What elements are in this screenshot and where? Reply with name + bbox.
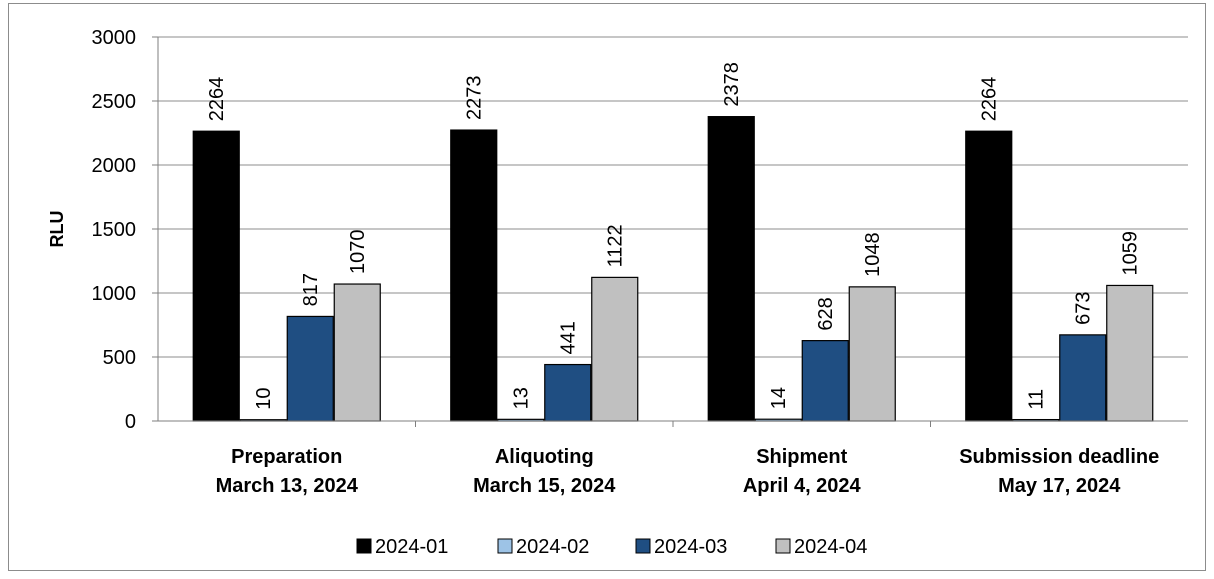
category-label: Shipment <box>756 446 847 468</box>
legend-swatch-2024-01 <box>356 538 372 554</box>
legend-label: 2024-02 <box>516 536 589 558</box>
bar-2024-03-3 <box>1059 334 1107 422</box>
legend-label: 2024-04 <box>794 536 867 558</box>
bar-2024-03-0 <box>286 315 334 422</box>
legend-label: 2024-01 <box>375 536 448 558</box>
category-label: April 4, 2024 <box>743 475 862 497</box>
data-label: 1070 <box>347 230 369 275</box>
data-label: 441 <box>558 321 580 354</box>
bar-2024-04-3 <box>1106 284 1154 422</box>
y-tick-label: 3000 <box>92 27 137 49</box>
category-label: March 13, 2024 <box>216 475 359 497</box>
data-label: 2378 <box>721 62 743 107</box>
axes: 0 500 1000 1500 2000 2500 3000 Preparation March… <box>92 27 1188 497</box>
data-label: 14 <box>768 387 790 409</box>
legend-label: 2024-03 <box>654 536 727 558</box>
bar-2024-03-2 <box>801 340 849 422</box>
y-tick-label: 1000 <box>92 283 137 305</box>
data-labels: 2264 10 817 1070 2273 13 441 1122 2378 14 628 1048 2… <box>206 62 1142 410</box>
category-label: Preparation <box>231 446 342 468</box>
bar-2024-01-2 <box>707 116 755 422</box>
bars <box>192 116 1154 422</box>
y-tick-label: 2500 <box>92 91 137 113</box>
bar-2024-03-1 <box>544 363 592 422</box>
data-label: 1059 <box>1120 231 1142 276</box>
data-label: 2273 <box>464 76 486 121</box>
category-label: March 15, 2024 <box>473 475 616 497</box>
data-label: 13 <box>511 387 533 409</box>
y-axis-title: RLU <box>47 211 67 248</box>
data-label: 628 <box>815 297 837 330</box>
y-tick-label: 500 <box>103 347 136 369</box>
y-tick-label: 2000 <box>92 155 137 177</box>
data-label: 817 <box>300 273 322 306</box>
gridlines <box>158 36 1188 358</box>
legend-swatch-2024-04 <box>775 538 791 554</box>
legend-swatch-2024-03 <box>635 538 651 554</box>
category-label: May 17, 2024 <box>998 475 1121 497</box>
bar-2024-01-1 <box>450 129 498 422</box>
data-label: 673 <box>1073 291 1095 324</box>
data-label: 2264 <box>206 77 228 122</box>
bar-2024-01-3 <box>965 130 1013 422</box>
y-tick-label: 0 <box>125 411 136 433</box>
bar-2024-04-0 <box>333 283 381 422</box>
bar-2024-04-2 <box>848 286 896 422</box>
legend-swatch-2024-02 <box>497 538 513 554</box>
data-label: 11 <box>1026 389 1048 410</box>
bar-2024-04-1 <box>591 276 639 422</box>
category-label: Submission deadline <box>959 446 1159 468</box>
legend: 2024-01 2024-02 2024-03 2024-04 <box>356 536 867 558</box>
data-label: 1122 <box>605 224 627 267</box>
data-label: 2264 <box>979 77 1001 122</box>
bar-2024-01-0 <box>192 130 240 422</box>
category-label: Aliquoting <box>495 446 594 468</box>
data-label: 1048 <box>862 232 884 277</box>
y-tick-label: 1500 <box>92 219 137 241</box>
data-label: 10 <box>253 387 275 409</box>
